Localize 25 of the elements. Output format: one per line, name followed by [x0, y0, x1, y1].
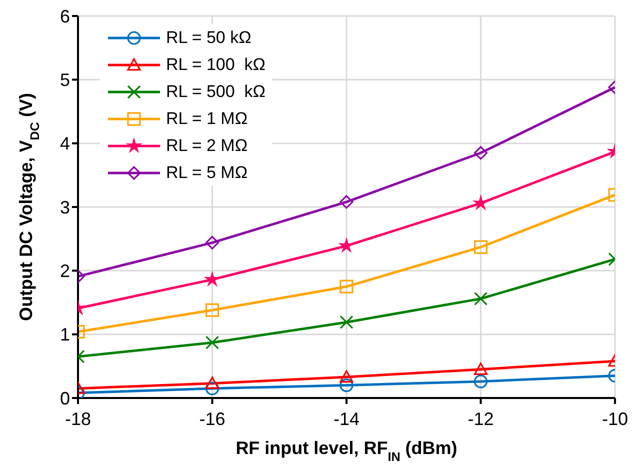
legend-label: RL = 500 kΩ	[166, 82, 266, 102]
x-tick-label: -12	[468, 408, 494, 429]
y-tick-label: 3	[60, 197, 70, 218]
y-tick-label: 2	[60, 261, 70, 282]
legend-label: RL = 2 MΩ	[166, 136, 248, 156]
y-tick-label: 1	[60, 324, 70, 345]
point	[340, 378, 354, 392]
legend-label: RL = 1 MΩ	[166, 108, 248, 128]
point	[340, 370, 354, 383]
point	[340, 280, 354, 294]
x-axis-title: RF input level, RF$_{IN}$ (dBm)	[236, 438, 458, 464]
x-tick-label: -16	[199, 408, 226, 429]
point	[340, 315, 354, 330]
y-tick-label: 4	[60, 134, 70, 154]
y-tick-label: 5	[60, 70, 70, 90]
y-tick-label: 0	[60, 388, 70, 408]
x-tick-label: -14	[333, 408, 360, 429]
y-tick-label: 6	[60, 6, 70, 26]
x-tick-label: -10	[602, 408, 628, 429]
point	[340, 195, 354, 209]
legend-label: RL = 100 kΩ	[166, 54, 266, 74]
legend-label: RL = 50 kΩ	[166, 28, 252, 48]
x-tick-label: -18	[64, 408, 92, 429]
point	[339, 238, 354, 252]
legend-label: RL = 5 MΩ	[166, 162, 248, 182]
